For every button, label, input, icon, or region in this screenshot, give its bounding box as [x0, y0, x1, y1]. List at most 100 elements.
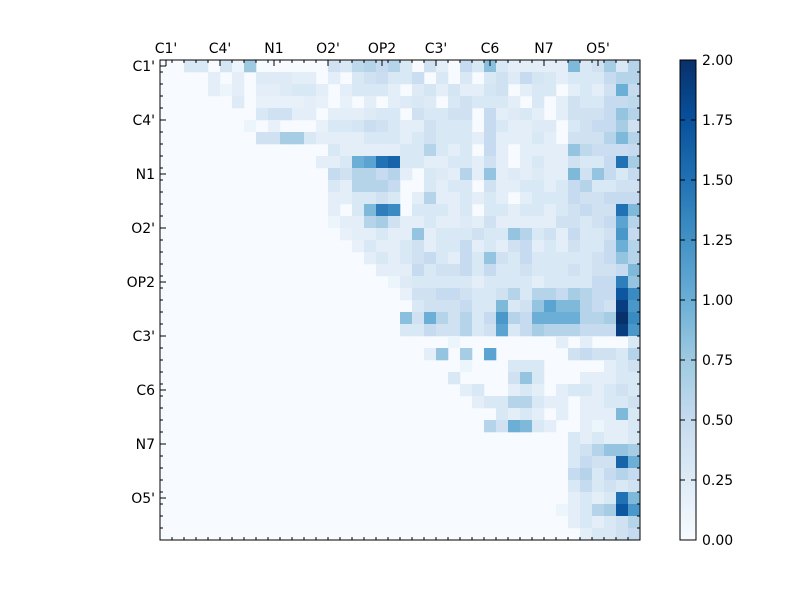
heatmap-cell [592, 468, 605, 481]
heatmap-cell [400, 216, 413, 229]
heatmap-cell [256, 84, 269, 97]
heatmap-cell [412, 240, 425, 253]
heatmap-cell [520, 108, 533, 121]
heatmap-cell [328, 132, 341, 145]
heatmap-cell [340, 156, 353, 169]
heatmap-cell [388, 156, 401, 169]
heatmap-cell [628, 168, 641, 181]
y-tick-label: C6 [136, 383, 155, 399]
heatmap-cell [400, 60, 413, 73]
heatmap-cell [352, 180, 365, 193]
heatmap-cell [424, 156, 437, 169]
heatmap-cell [184, 60, 197, 73]
heatmap-cell [400, 252, 413, 265]
heatmap-cell [592, 324, 605, 337]
heatmap-cell [604, 72, 617, 85]
heatmap-cell [292, 72, 305, 85]
heatmap-cell [544, 288, 557, 301]
heatmap-cell [340, 216, 353, 229]
heatmap-cell [388, 240, 401, 253]
heatmap-cell [508, 120, 521, 133]
heatmap-cell [496, 156, 509, 169]
heatmap-cell [424, 168, 437, 181]
heatmap-cell [580, 468, 593, 481]
heatmap-cell [436, 192, 449, 205]
heatmap-cell [604, 240, 617, 253]
heatmap-cell [580, 420, 593, 433]
heatmap-cell [628, 192, 641, 205]
heatmap-cell [496, 72, 509, 85]
heatmap-cell [520, 420, 533, 433]
heatmap-cell [568, 108, 581, 121]
heatmap-cell [352, 108, 365, 121]
heatmap-cell [388, 192, 401, 205]
heatmap-cell [628, 492, 641, 505]
heatmap-cell [556, 396, 569, 409]
heatmap-cell [472, 300, 485, 313]
heatmap-cell [328, 72, 341, 85]
x-tick-label: C1' [155, 41, 178, 57]
heatmap-cell [388, 144, 401, 157]
heatmap-cell [604, 444, 617, 457]
heatmap-cell [340, 132, 353, 145]
heatmap-cell [544, 72, 557, 85]
heatmap-cell [604, 180, 617, 193]
heatmap-cell [400, 132, 413, 145]
heatmap-cell [592, 108, 605, 121]
heatmap-cell [292, 96, 305, 109]
heatmap-cell [412, 84, 425, 97]
heatmap-cell [580, 144, 593, 157]
heatmap-cell [592, 96, 605, 109]
heatmap-cell [412, 192, 425, 205]
heatmap-cell [388, 204, 401, 217]
heatmap-cell [340, 192, 353, 205]
heatmap-cell [628, 408, 641, 421]
heatmap-cell [568, 312, 581, 325]
heatmap-cell [544, 228, 557, 241]
heatmap-cell [436, 276, 449, 289]
heatmap-cell [424, 324, 437, 337]
heatmap-plot-area [159, 59, 641, 541]
heatmap-cell [448, 336, 461, 349]
heatmap-cell [472, 132, 485, 145]
heatmap-cell [280, 132, 293, 145]
heatmap-cell [436, 204, 449, 217]
heatmap-cell [412, 120, 425, 133]
heatmap-cell [268, 120, 281, 133]
heatmap-cell [592, 288, 605, 301]
heatmap-cell [496, 408, 509, 421]
heatmap-cell [412, 264, 425, 277]
heatmap-cell [508, 276, 521, 289]
y-tick-label: C4' [132, 113, 155, 129]
heatmap-cell [376, 132, 389, 145]
heatmap-cell [484, 396, 497, 409]
heatmap-cell [220, 60, 233, 73]
heatmap-cell [532, 408, 545, 421]
heatmap-cell [616, 168, 629, 181]
heatmap-cell [616, 444, 629, 457]
heatmap-cells [184, 60, 641, 541]
heatmap-cell [556, 144, 569, 157]
heatmap-cell [460, 252, 473, 265]
heatmap-cell [556, 156, 569, 169]
heatmap-cell [484, 72, 497, 85]
heatmap-cell [628, 120, 641, 133]
heatmap-cell [496, 120, 509, 133]
heatmap-cell [532, 288, 545, 301]
heatmap-cell [616, 264, 629, 277]
heatmap-cell [232, 84, 245, 97]
heatmap-cell [568, 384, 581, 397]
heatmap-cell [556, 276, 569, 289]
heatmap-cell [436, 180, 449, 193]
heatmap-cell [448, 288, 461, 301]
heatmap-cell [208, 72, 221, 85]
heatmap-cell [616, 492, 629, 505]
heatmap-cell [364, 72, 377, 85]
heatmap-cell [448, 312, 461, 325]
heatmap-cell [460, 144, 473, 157]
heatmap-cell [592, 300, 605, 313]
heatmap-cell [268, 84, 281, 97]
heatmap-cell [280, 108, 293, 121]
heatmap-cell [448, 228, 461, 241]
